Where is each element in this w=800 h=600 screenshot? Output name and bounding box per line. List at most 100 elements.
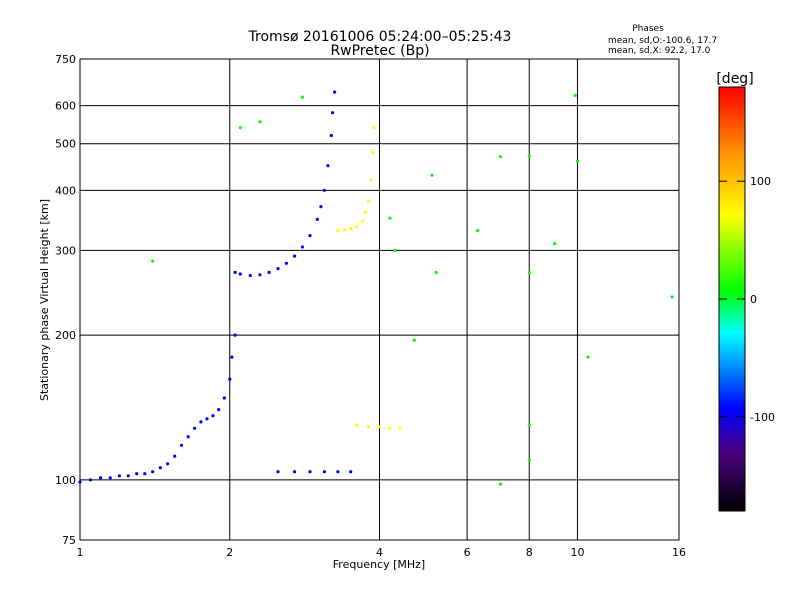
data-point — [276, 267, 280, 271]
x-tick-label: 1 — [77, 546, 84, 559]
data-point — [388, 426, 392, 430]
data-point — [393, 248, 397, 252]
data-point — [498, 482, 502, 486]
data-point — [135, 472, 139, 476]
data-point — [258, 120, 262, 124]
data-point — [88, 478, 93, 482]
y-axis-label: Stationary phase Virtual Height [km] — [38, 199, 51, 401]
data-point — [333, 90, 337, 94]
colorbar-ticks: 100 0 -100 — [719, 175, 775, 424]
data-point — [233, 270, 237, 274]
data-point — [355, 225, 359, 229]
data-point — [412, 338, 416, 342]
data-point — [527, 155, 531, 159]
y-axis-ticks: 750 600 500 400 300 200 100 75 — [55, 53, 76, 547]
data-point — [248, 273, 252, 278]
y-tick-label: 500 — [55, 138, 76, 151]
data-point — [372, 126, 376, 130]
data-point — [126, 474, 130, 478]
x-axis-ticks: 1 2 4 6 8 10 16 — [77, 546, 687, 559]
data-point — [193, 426, 197, 430]
data-point — [151, 470, 155, 474]
data-point — [329, 133, 333, 138]
data-point — [300, 95, 304, 99]
data-point — [258, 273, 262, 277]
y-tick-label: 750 — [55, 53, 76, 66]
stats-x-mode: mean, sd,X: 92.2, 17.0 — [608, 46, 711, 56]
data-point — [364, 210, 368, 214]
data-point — [179, 443, 184, 447]
data-points — [78, 90, 674, 486]
data-point — [388, 216, 392, 220]
colorbar-tick-label: 100 — [750, 175, 771, 188]
data-point — [322, 470, 326, 474]
data-point — [233, 333, 237, 337]
grid-lines — [79, 58, 680, 541]
data-point — [238, 272, 242, 276]
data-point — [99, 476, 103, 480]
data-point — [199, 420, 203, 424]
x-axis-label: Frequency [MHz] — [333, 558, 425, 571]
data-point — [211, 414, 215, 418]
data-point — [228, 377, 232, 381]
data-point — [349, 227, 353, 231]
data-point — [366, 425, 370, 429]
data-point — [308, 234, 312, 238]
data-point — [355, 423, 359, 427]
data-point — [527, 423, 531, 427]
data-point — [238, 126, 242, 130]
data-point — [398, 426, 402, 430]
data-point — [230, 355, 234, 359]
stats-o-mode: mean, sd,O:-100.6, 17.7 — [608, 36, 717, 46]
data-point — [276, 470, 280, 474]
data-point — [267, 270, 271, 274]
data-point — [336, 228, 340, 233]
data-point — [293, 254, 297, 258]
y-tick-label: 300 — [55, 244, 76, 257]
stats-title: Phases — [632, 24, 664, 34]
data-point — [326, 164, 330, 168]
data-point — [222, 396, 226, 400]
data-point — [476, 228, 480, 233]
y-tick-label: 100 — [55, 474, 76, 487]
data-point — [158, 466, 162, 470]
x-tick-label: 4 — [376, 546, 383, 559]
data-point — [361, 219, 365, 223]
y-tick-label: 600 — [55, 100, 76, 113]
data-point — [527, 458, 531, 462]
chart-title: Tromsø 20161006 05:24:00–05:25:43 — [248, 29, 512, 45]
data-point — [575, 159, 580, 163]
data-point — [573, 93, 577, 97]
data-point — [117, 474, 121, 478]
data-point — [430, 173, 434, 177]
data-point — [369, 178, 373, 182]
data-point — [205, 417, 209, 421]
data-point — [151, 259, 155, 263]
data-point — [78, 480, 82, 484]
data-point — [377, 425, 382, 429]
data-point — [349, 470, 353, 474]
data-point — [586, 355, 590, 359]
data-point — [366, 199, 370, 203]
data-point — [342, 228, 346, 232]
x-tick-label: 6 — [464, 546, 471, 559]
chart-subtitle: RwPretec (Bp) — [330, 43, 429, 59]
y-tick-label: 200 — [55, 329, 76, 342]
data-point — [143, 472, 147, 476]
data-point — [108, 476, 112, 480]
data-point — [186, 435, 190, 439]
x-tick-label: 16 — [672, 546, 686, 559]
data-point — [166, 462, 170, 466]
y-tick-label: 75 — [62, 534, 76, 547]
x-tick-label: 10 — [570, 546, 584, 559]
data-point — [293, 470, 297, 474]
data-point — [322, 188, 326, 192]
data-point — [670, 295, 674, 299]
y-tick-label: 400 — [55, 184, 76, 197]
data-point — [498, 155, 502, 159]
data-point — [315, 217, 319, 221]
data-point — [319, 205, 323, 209]
data-point — [284, 261, 288, 265]
data-point — [331, 111, 335, 115]
